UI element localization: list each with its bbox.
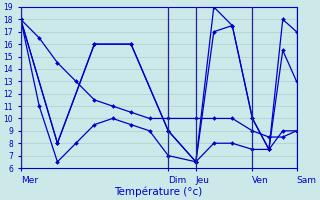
X-axis label: Température (°c): Température (°c) [115,186,203,197]
